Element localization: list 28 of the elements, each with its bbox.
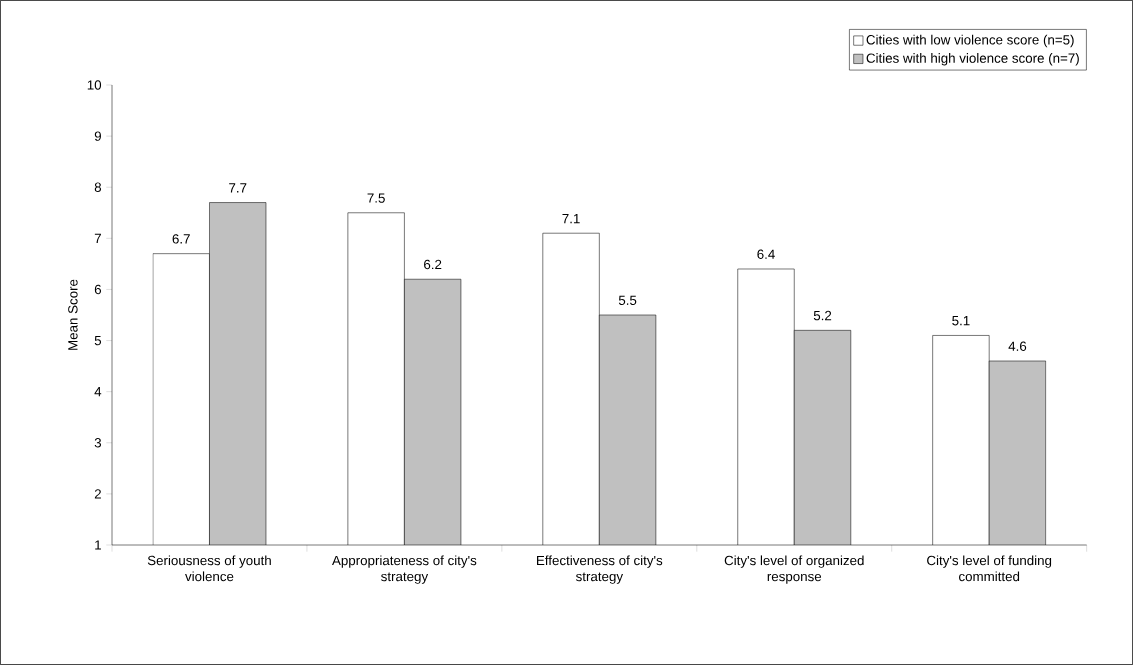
y-tick-label: 3 bbox=[94, 438, 102, 448]
data-label: 5.5 bbox=[618, 295, 637, 305]
y-tick-label: 6 bbox=[94, 284, 102, 295]
y-axis-title: Mean Score bbox=[68, 279, 78, 350]
data-label: 7.5 bbox=[367, 193, 385, 203]
x-tick-label: Seriousness of youth violence bbox=[147, 555, 271, 582]
data-label: 5.2 bbox=[813, 310, 832, 321]
y-tick-label: 7 bbox=[94, 233, 101, 243]
data-label: 6.2 bbox=[424, 259, 442, 270]
data-label: 5.1 bbox=[952, 316, 970, 326]
data-label: 6.7 bbox=[172, 234, 190, 244]
legend-label: Cities with low violence score (n=5) bbox=[866, 34, 1074, 48]
y-tick-label: 4 bbox=[94, 387, 102, 397]
y-tick-label: 10 bbox=[87, 80, 102, 90]
data-label: 6.4 bbox=[757, 249, 775, 259]
y-tick-label: 2 bbox=[94, 489, 101, 499]
y-tick-label: 5 bbox=[94, 335, 102, 346]
x-tick-label: City's level of organized response bbox=[724, 555, 864, 584]
x-tick-label: Effectiveness of city's strategy bbox=[537, 555, 663, 584]
y-tick-label: 8 bbox=[94, 182, 102, 192]
data-label: 7.7 bbox=[229, 183, 247, 193]
y-tick-label: 9 bbox=[94, 131, 101, 141]
data-label: 4.6 bbox=[1008, 341, 1027, 351]
data-label: 7.1 bbox=[562, 214, 580, 224]
x-tick-label: Appropriateness of city's strategy bbox=[332, 555, 477, 584]
legend-label: Cities with high violence score (n=7) bbox=[866, 53, 1079, 66]
y-tick-label: 1 bbox=[95, 540, 101, 550]
x-tick-label: City's level of funding committed bbox=[927, 555, 1052, 582]
